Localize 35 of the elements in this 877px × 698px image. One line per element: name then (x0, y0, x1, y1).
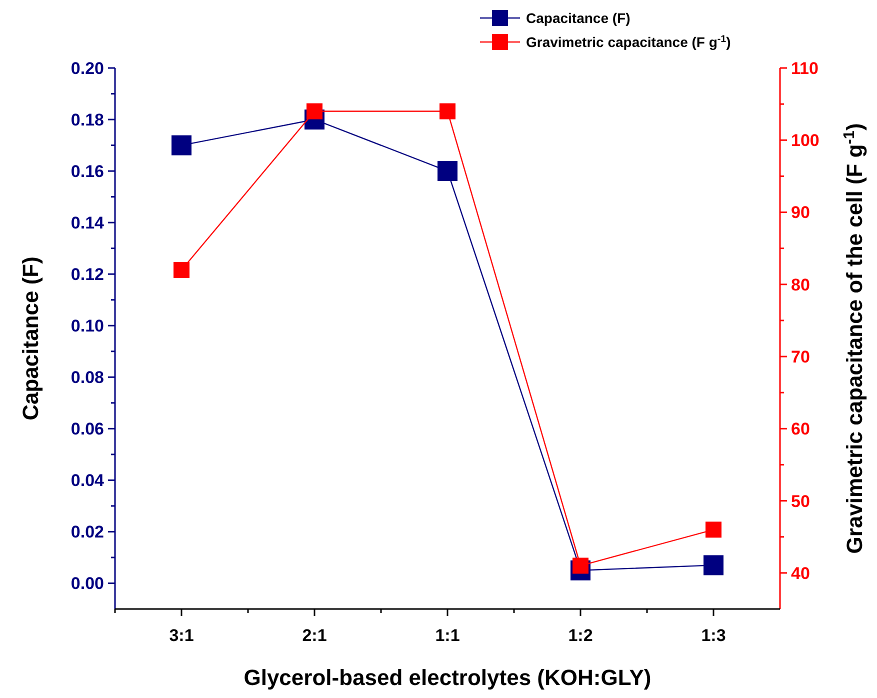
y2-tick-label: 100 (791, 131, 820, 150)
point (438, 161, 458, 182)
x-tick-label: 3:1 (169, 626, 194, 645)
y-tick-label: 0.00 (70, 574, 104, 594)
y-tick-label: 0.12 (70, 265, 104, 284)
y2-tick-label: 50 (791, 492, 810, 511)
x-tick-label: 2:1 (302, 626, 327, 645)
x-tick-label: 1:1 (435, 626, 460, 645)
point (172, 135, 192, 156)
legend-label: Capacitance (F) (526, 10, 630, 26)
point (706, 522, 722, 538)
y2-tick-label: 80 (791, 275, 810, 294)
y-tick-label: 0.18 (70, 110, 104, 130)
y-tick-label: 0.14 (70, 214, 105, 233)
y2-tick-label: 60 (791, 420, 810, 439)
y-tick-label: 0.06 (70, 420, 104, 439)
y2-tick-label: 70 (791, 347, 810, 366)
x-tick-label: 1:3 (701, 626, 726, 645)
y2-tick-label: 90 (791, 203, 810, 222)
y2-tick-label: 40 (791, 564, 810, 583)
point (440, 103, 456, 120)
y-tick-label: 0.16 (70, 162, 104, 181)
y2-tick-label: 110 (791, 58, 818, 78)
y-axis-title: Capacitance (F) (18, 256, 43, 420)
x-tick-label: 1:2 (568, 626, 593, 645)
x-axis-title: Glycerol-based electrolytes (KOH:GLY) (244, 665, 652, 690)
y-tick-label: 0.04 (70, 471, 105, 490)
legend-label: Gravimetric capacitance (F g$^{-1}$) (526, 33, 731, 50)
point (704, 555, 724, 576)
y-tick-label: 0.20 (70, 58, 104, 78)
y-tick-label: 0.02 (70, 522, 104, 542)
point (306, 103, 322, 120)
point (174, 262, 190, 278)
y-tick-label: 0.08 (70, 368, 104, 388)
y-tick-label: 0.10 (70, 316, 104, 336)
